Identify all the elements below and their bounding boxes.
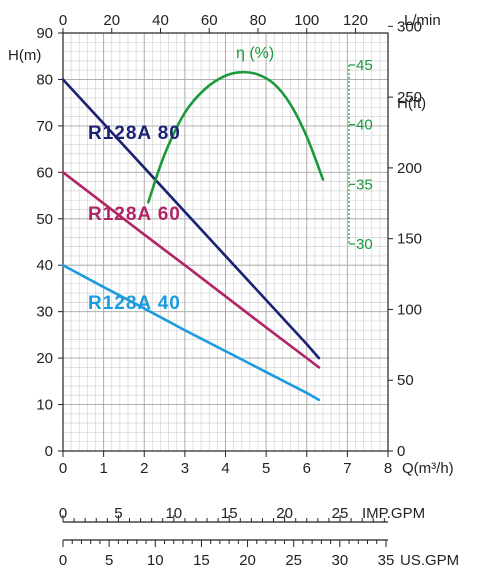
grid xyxy=(62,32,389,452)
x-tick-label: 0 xyxy=(59,460,67,477)
us-gpm-tick-label: 35 xyxy=(378,552,395,569)
ft-tick-label: 250 xyxy=(397,89,422,106)
us-gpm-tick-label: 30 xyxy=(331,552,348,569)
curve-r128a-40 xyxy=(61,263,321,402)
us-gpm-tick-label: 15 xyxy=(193,552,210,569)
top-tick-label: 100 xyxy=(294,12,319,29)
x-axis-title: Q(m³/h) xyxy=(402,460,454,477)
efficiency-tick-label: 45 xyxy=(356,57,373,74)
ft-tick-label: 0 xyxy=(397,443,405,460)
x-tick-label: 3 xyxy=(181,460,189,477)
efficiency-tick-label: 30 xyxy=(356,236,373,253)
top-tick-label: 20 xyxy=(103,12,120,29)
ft-tick-label: 150 xyxy=(397,231,422,248)
imp-gpm-tick-label: 25 xyxy=(332,505,349,522)
ft-tick-label: 50 xyxy=(397,372,414,389)
x-tick-label: 8 xyxy=(384,460,392,477)
x-tick-label: 6 xyxy=(303,460,311,477)
efficiency-tick-label: 40 xyxy=(356,117,373,134)
ft-tick-label: 100 xyxy=(397,301,422,318)
y-axis-title: H(m) xyxy=(8,47,41,64)
imp-gpm-tick-label: 0 xyxy=(59,505,67,522)
x-tick-label: 4 xyxy=(221,460,229,477)
label-r128a-40: R128A 40 xyxy=(88,293,181,314)
curve-r128a-80 xyxy=(61,78,321,360)
efficiency-tick-label: 35 xyxy=(356,176,373,193)
us-gpm-tick-label: 25 xyxy=(285,552,302,569)
imp-gpm-title: IMP.GPM xyxy=(362,505,425,522)
x-tick-label: 1 xyxy=(99,460,107,477)
x-tick-label: 7 xyxy=(343,460,351,477)
imp-gpm-tick-label: 10 xyxy=(165,505,182,522)
y-tick-label: 20 xyxy=(36,350,53,367)
top-axis-title: L/min xyxy=(404,12,441,29)
us-gpm-tick-label: 20 xyxy=(239,552,256,569)
label-efficiency: η (%) xyxy=(236,45,274,62)
us-gpm-title: US.GPM xyxy=(400,552,459,569)
us-gpm-tick-label: 5 xyxy=(105,552,113,569)
y-tick-label: 40 xyxy=(36,257,53,274)
y-tick-label: 50 xyxy=(36,211,53,228)
top-tick-label: 120 xyxy=(343,12,368,29)
ft-axis-title: H(ft) xyxy=(397,95,426,112)
axis-labels: 0 1 2 3 4 5 6 7 8 Q(m³/h)0 20 40 60 80 100 120 L/min0102… xyxy=(8,12,459,569)
x-tick-label: 2 xyxy=(140,460,148,477)
y-tick-label: 90 xyxy=(36,25,53,42)
us-gpm-tick-label: 0 xyxy=(59,552,67,569)
imp-gpm-tick-label: 15 xyxy=(221,505,238,522)
ft-tick-label: 200 xyxy=(397,160,422,177)
curve-r128a-60 xyxy=(61,171,321,369)
plot-frame xyxy=(58,25,393,547)
curves xyxy=(61,70,325,402)
label-r128a-80: R128A 80 xyxy=(88,123,181,144)
top-tick-label: 40 xyxy=(152,12,169,29)
y-tick-label: 10 xyxy=(36,397,53,414)
imp-gpm-tick-label: 20 xyxy=(276,505,293,522)
y-tick-label: 80 xyxy=(36,71,53,88)
top-tick-label: 0 xyxy=(59,12,67,29)
label-r128a-60: R128A 60 xyxy=(88,204,181,225)
y-tick-label: 60 xyxy=(36,164,53,181)
y-tick-label: 0 xyxy=(45,443,53,460)
imp-gpm-tick-label: 5 xyxy=(114,505,122,522)
y-tick-label: 30 xyxy=(36,304,53,321)
ft-tick-label: 300 xyxy=(397,18,422,35)
top-tick-label: 80 xyxy=(250,12,267,29)
y-tick-label: 70 xyxy=(36,118,53,135)
us-gpm-tick-label: 10 xyxy=(147,552,164,569)
curve-efficiency xyxy=(147,70,325,204)
x-tick-label: 5 xyxy=(262,460,270,477)
top-tick-label: 60 xyxy=(201,12,218,29)
